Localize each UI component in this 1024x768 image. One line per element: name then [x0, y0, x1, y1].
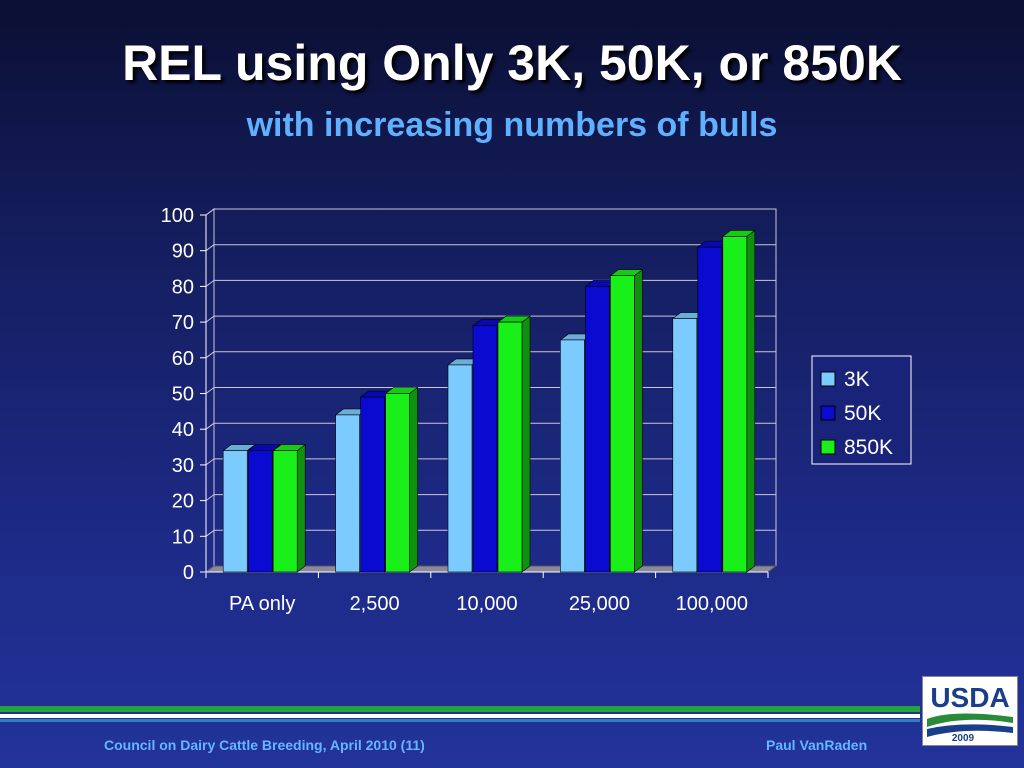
gridline-side	[205, 458, 215, 466]
gridline-side	[205, 422, 215, 430]
bar-front	[722, 236, 748, 573]
footer-divider-blue	[0, 719, 920, 722]
legend-swatch-850k	[820, 439, 836, 455]
slide-subtitle: with increasing numbers of bulls	[246, 106, 778, 144]
y-tick-label: 90	[172, 241, 194, 263]
y-tick-label: 10	[172, 526, 194, 548]
bar-front	[672, 318, 698, 573]
bar-side	[634, 269, 643, 573]
gridline-side	[205, 315, 215, 323]
bar-front	[560, 339, 585, 573]
x-tick-label: 100,000	[676, 593, 748, 615]
x-tick-label: 10,000	[456, 593, 517, 615]
slide-title: REL using Only 3K, 50K, or 850K	[122, 35, 902, 91]
bar-side	[746, 229, 756, 573]
y-tick-label: 80	[172, 276, 194, 298]
footer-divider-green	[0, 706, 920, 712]
gridline-side	[205, 279, 215, 287]
legend-label-50k: 50K	[844, 402, 881, 425]
gridline-side	[205, 244, 215, 252]
gridline-side	[205, 208, 215, 216]
bar-front	[385, 393, 410, 573]
x-tick-label: 2,500	[350, 593, 400, 615]
usda-logo-year: 2009	[952, 733, 975, 744]
y-tick-label: 40	[172, 419, 194, 441]
legend-label-850k: 850K	[844, 436, 893, 459]
bar-front	[247, 450, 273, 573]
y-tick-label: 30	[172, 455, 194, 477]
legend-label-3k: 3K	[844, 368, 870, 391]
usda-logo-text: USDA	[930, 682, 1009, 713]
y-tick-label: 60	[172, 348, 194, 370]
y-tick-label: 20	[172, 491, 194, 513]
gridline-side	[205, 494, 215, 502]
x-tick-label: PA only	[229, 593, 295, 615]
bar-front	[472, 325, 498, 573]
bar-side	[296, 444, 306, 573]
bar-front	[335, 414, 360, 573]
usda-logo-graphic: USDA 2009	[927, 682, 1013, 744]
footer-divider-white	[0, 714, 920, 718]
y-tick-label: 0	[183, 562, 194, 584]
bar-front	[697, 246, 723, 573]
bar-850k-4	[721, 229, 756, 573]
footer-event: Council on Dairy Cattle Breeding, April …	[104, 737, 425, 753]
bar-850k-2	[497, 315, 531, 573]
bar-front	[447, 364, 473, 573]
bar-front	[610, 275, 635, 573]
bar-850k-1	[384, 386, 419, 573]
bar-front	[360, 396, 385, 573]
gridline-side	[205, 351, 215, 359]
legend-swatch-50k	[820, 405, 836, 421]
bar-side	[521, 315, 531, 573]
bar-850k-3	[609, 269, 644, 573]
bar-850k-0	[272, 444, 307, 573]
bar-side	[409, 386, 418, 573]
rel-bar-chart: 0 10 20 30 40 50 60 70 80 90 100 PA only 2,500 10,000…	[161, 205, 912, 615]
footer-author: Paul VanRaden	[766, 737, 868, 753]
usda-logo: USDA 2009	[922, 676, 1018, 746]
y-tick-label: 70	[172, 312, 194, 334]
legend-swatch-3k	[820, 371, 836, 387]
bar-front	[497, 321, 523, 573]
gridline-side	[205, 387, 215, 394]
bar-front	[272, 450, 298, 573]
x-tick-label: 25,000	[569, 593, 630, 615]
y-tick-label: 100	[161, 205, 194, 227]
bar-front	[585, 286, 610, 573]
bar-front	[222, 450, 248, 573]
gridline-side	[205, 529, 215, 537]
y-tick-label: 50	[172, 384, 194, 406]
